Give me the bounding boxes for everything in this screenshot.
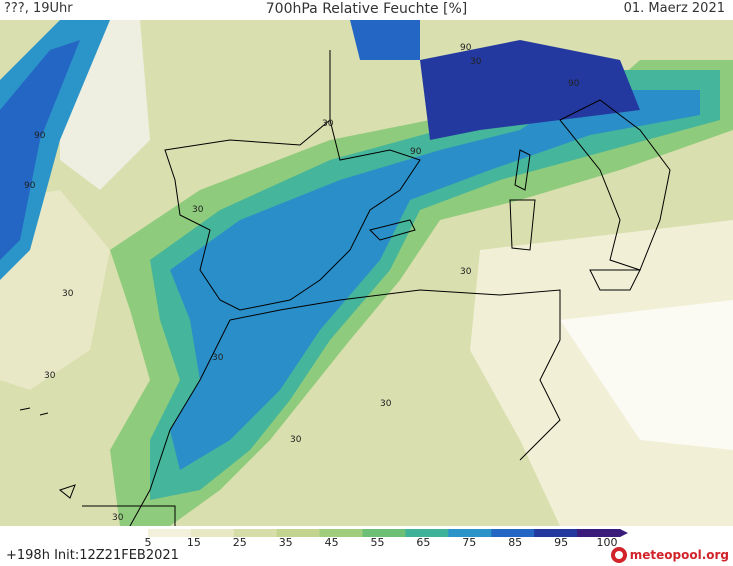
contour-label: 90 [568,79,580,89]
contour-labels: 90 90 90 90 90 30 30 30 30 30 30 30 30 3… [24,43,580,523]
contour-label: 90 [410,147,422,157]
saturated-zone-north [350,20,420,60]
meteopool-logo: meteopool.org [610,546,729,564]
saturated-zone-alps [420,40,640,140]
colorbar-segment [319,529,363,537]
contour-label: 30 [112,513,124,523]
contour-label: 30 [44,371,56,381]
atlantic-coastline [129,319,231,526]
border-line [82,505,176,526]
canary-islands [19,407,76,499]
colorbar-segment [147,529,192,537]
colorbar: 5 15 25 35 45 55 65 75 85 95 100 [105,529,628,548]
colorbar-tick-label: 85 [508,536,522,548]
north-africa-coastline [229,289,561,461]
colorbar-segment [577,529,621,537]
colorbar-tick-label: 5 [145,536,152,548]
init-time-label: +198h Init:12Z21FEB2021 [6,548,179,563]
very-dry-zone [560,300,733,450]
contour-label: 30 [460,267,472,277]
contour-label: 30 [470,57,482,67]
contour-label: 30 [380,399,392,409]
colorbar-segment [448,529,492,537]
colorbar-arrow [620,529,628,537]
corsica-sardinia [509,149,536,251]
moist-band-inner [170,90,700,470]
contour-label: 30 [290,435,302,445]
saturated-zone-west [0,40,80,260]
date-label: 01. Maerz 2021 [623,1,725,16]
contour-label: 90 [34,131,46,141]
humidity-map: 90 90 90 90 90 30 30 30 30 30 30 30 30 3… [0,20,733,526]
valid-time-label: ???, 19Uhr [4,1,73,16]
colorbar-tick-label: 35 [279,536,293,548]
colorbar-tick-label: 25 [233,536,247,548]
footer-bar: 5 15 25 35 45 55 65 75 85 95 100 +198h Init:12Z21F… [0,526,733,566]
balearic-islands [369,219,416,241]
colorbar-segment [233,529,278,537]
italy-coastline [559,99,671,271]
colorbar-segment [190,529,235,537]
colorbar-tick-label: 75 [462,536,476,548]
logo-text: meteopool.org [629,548,729,562]
contour-label: 30 [192,205,204,215]
sicily [589,269,641,291]
contour-label: 30 [322,119,334,129]
contour-label: 90 [24,181,36,191]
map-title: 700hPa Relative Feuchte [%] [265,1,468,17]
colorbar-tick-label: 45 [325,536,339,548]
contour-label: 90 [460,43,472,53]
contour-label: 30 [212,353,224,363]
colorbar-segment [534,529,578,537]
colorbar-segment [491,529,535,537]
colorbar-segment [105,529,149,537]
colorbar-tick-label: 65 [416,536,430,548]
colorbar-segment [362,529,406,537]
colorbar-tick-label: 15 [187,536,201,548]
colorbar-tick-label: 55 [371,536,385,548]
moist-band-mid [150,70,720,500]
logo-icon [610,547,627,563]
colorbar-segment [276,529,321,537]
colorbar-tick-label: 100 [597,536,618,548]
colorbar-tick-label: 95 [554,536,568,548]
contour-label: 30 [62,289,74,299]
colorbar-segment [405,529,449,537]
header-bar: ???, 19Uhr 700hPa Relative Feuchte [%] 0… [0,0,733,20]
